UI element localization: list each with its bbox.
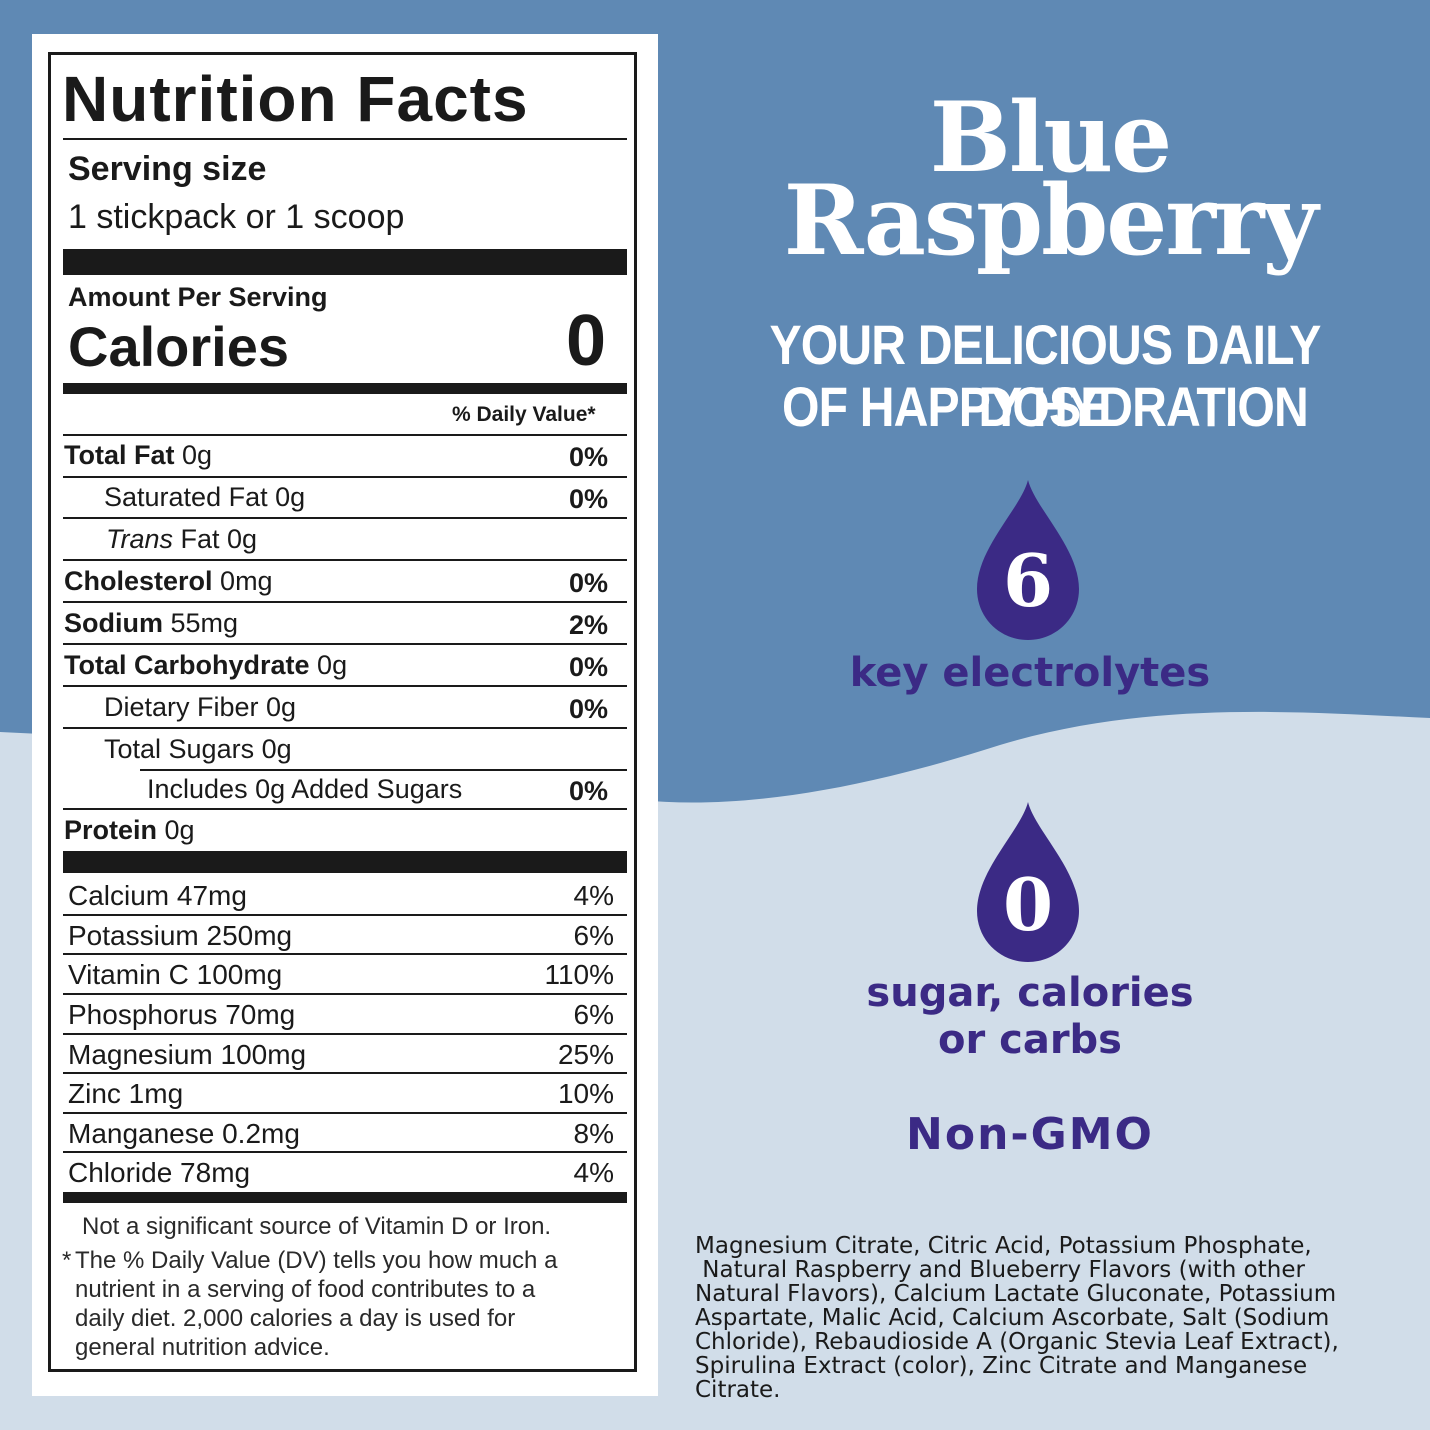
vitamin-name: Magnesium 100mg [68,1039,307,1070]
divider [140,769,627,771]
vitamin-dv: 6% [573,920,614,951]
amount-per-serving: Amount Per Serving [68,282,328,312]
vitamin-name: Potassium 250mg [68,920,293,951]
product-name-line2: Raspberry [783,164,1319,277]
footnote-line: general nutrition advice. [75,1334,330,1361]
footnote: The % Daily Value (DV) tells you how muc… [75,1246,557,1362]
divider [63,914,627,916]
vitamin-name: Calcium 47mg [68,880,247,911]
nutrient-dv: 0% [569,694,609,724]
divider [63,434,627,436]
water-drop-icon [977,480,1079,640]
divider [63,517,627,519]
ingredients-line: Natural Raspberry and Blueberry Flavors … [695,1257,1305,1283]
ingredients-line: Citrate. [695,1377,781,1403]
footnote-line: nutrient in a serving of food contribute… [75,1276,536,1303]
footnote-line: The % Daily Value (DV) tells you how muc… [75,1247,558,1274]
vitamin-dv: 6% [573,999,614,1030]
nutrient-dv: 2% [569,610,609,640]
vitamin-name: Vitamin C 100mg [68,959,283,990]
medium-divider [63,383,627,394]
vitamin-dv: 8% [573,1118,614,1149]
nutrient-amount: 0mg [220,566,273,596]
zero-claim-line2: or carbs [937,1017,1122,1063]
divider [63,727,627,729]
nutrient-dv: 0% [569,568,609,598]
nutrient-name: Total Sugars 0g [104,734,292,764]
nutrient-name: Total Carbohydrate [64,650,310,680]
tagline-line2: OF HAPPY HYDRATION [782,375,1309,438]
calories-label: Calories [68,315,289,378]
product-name-line1: Blue [929,81,1172,194]
electrolytes-claim: key electrolytes [849,650,1211,696]
ingredients-line: Aspartate, Malic Acid, Calcium Ascorbate… [695,1305,1330,1331]
divider [63,559,627,561]
non-gmo-label: Non-GMO [906,1109,1154,1160]
nutrient-name: Protein [64,815,158,845]
vitamin-dv: 4% [573,1157,614,1188]
nutrient-amount: 0g [317,650,348,680]
footnote-star: * [62,1247,72,1274]
ingredients-line: Natural Flavors), Calcium Lactate Glucon… [695,1281,1337,1307]
vitamin-name: Phosphorus 70mg [68,999,296,1030]
divider [63,808,627,810]
nutrient-amount: 55mg [170,608,239,638]
ingredients-line: Magnesium Citrate, Citric Acid, Potassiu… [695,1233,1312,1259]
daily-value-header: % Daily Value* [452,403,596,426]
divider [63,476,627,478]
ingredients-line: Chloride), Rebaudioside A (Organic Stevi… [695,1329,1339,1355]
divider [63,993,627,995]
vitamin-name: Manganese 0.2mg [68,1118,300,1149]
divider [63,685,627,687]
nutrient-amount: 0g [164,815,195,845]
ingredients-line: Spirulina Extract (color), Zinc Citrate … [695,1353,1308,1379]
zero-number: 0 [1002,862,1054,947]
ingredients-list: Magnesium Citrate, Citric Acid, Potassiu… [695,1234,1395,1402]
nutrient-name-italic: Trans [106,524,174,554]
nutrient-name: Sodium [64,608,163,638]
divider [63,643,627,645]
nutrition-facts-box [48,52,637,1372]
vitamin-dv: 25% [557,1039,614,1070]
water-drop-icon [977,802,1079,962]
medium-divider [63,1192,627,1203]
nutrient-dv: 0% [569,484,609,514]
nutrient-name: Fat 0g [180,524,258,554]
nutrition-title: Nutrition Facts [62,63,529,135]
vitamin-dv: 10% [557,1078,614,1109]
footnote-line: daily diet. 2,000 calories a day is used… [75,1305,516,1332]
thick-divider [63,851,627,873]
divider [63,1151,627,1153]
nutrient-dv: 0% [569,442,609,472]
divider [63,601,627,603]
nutrient-amount: 0g [182,440,213,470]
nutrient-name: Cholesterol [64,566,213,596]
nutrient-name: Total Fat [64,440,175,470]
serving-size-value: 1 stickpack or 1 scoop [68,198,405,236]
vitamin-name: Chloride 78mg [68,1157,251,1188]
vitamin-name: Zinc 1mg [68,1078,184,1109]
divider [63,1112,627,1114]
nutrient-dv: 0% [569,776,609,806]
zero-claim-line1: sugar, calories [866,970,1194,1016]
thick-divider [63,249,627,275]
divider [63,1033,627,1035]
nutrient-dv: 0% [569,652,609,682]
not-significant-note: Not a significant source of Vitamin D or… [82,1213,552,1240]
electrolytes-number: 6 [1002,538,1054,623]
divider [63,1072,627,1074]
calories-value: 0 [566,301,607,381]
serving-size-label: Serving size [68,150,267,188]
divider [63,953,627,955]
tagline-line1: YOUR DELICIOUS DAILY DOSE [769,313,1322,438]
nutrient-name: Dietary Fiber 0g [104,692,297,722]
vitamin-dv: 4% [573,880,614,911]
nutrient-name: Saturated Fat 0g [104,482,306,512]
vitamin-dv: 110% [544,959,614,990]
nutrient-name: Includes 0g Added Sugars [147,774,463,804]
divider [63,138,627,140]
